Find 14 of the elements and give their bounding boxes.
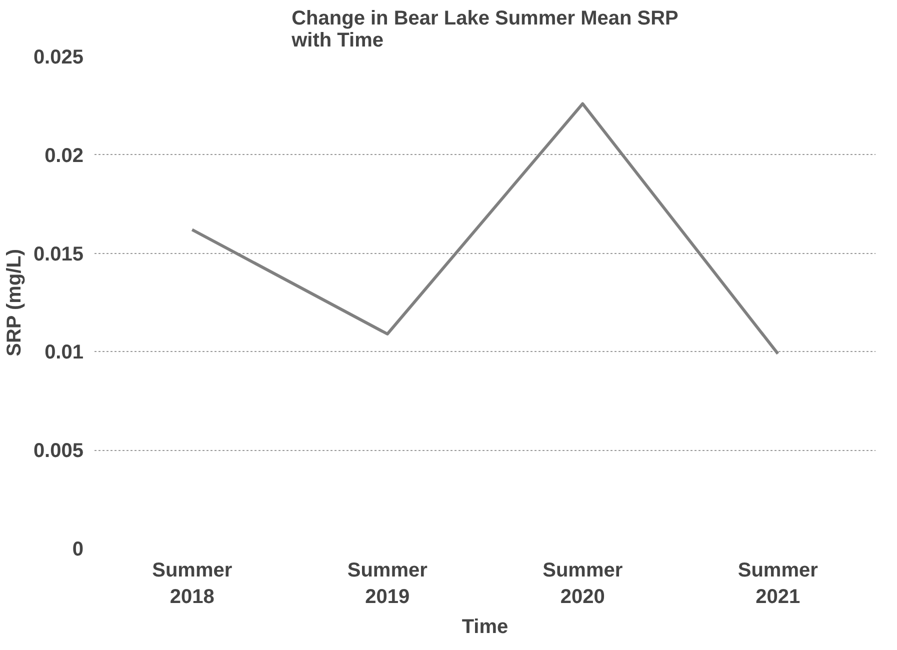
x-axis-title: Time bbox=[462, 616, 508, 638]
x-tick-label: Summer 2019 bbox=[347, 560, 428, 608]
x-tick-label: Summer 2018 bbox=[152, 560, 232, 608]
x-tick-label: Summer 2020 bbox=[542, 560, 623, 608]
line-series bbox=[190, 102, 780, 356]
chart-title: Change in Bear Lake Summer Mean SRP with Time bbox=[290, 8, 678, 52]
y-tick-label: 0.02 bbox=[44, 144, 84, 167]
x-tick-label: Summer 2021 bbox=[738, 560, 818, 608]
y-tick-label: 0.005 bbox=[33, 440, 84, 462]
y-tick-label: 0.01 bbox=[44, 342, 84, 364]
y-axis-title: SRP (mg/L) bbox=[3, 248, 26, 356]
y-tick-label: 0.015 bbox=[33, 243, 84, 266]
y-tick-label: 0.025 bbox=[33, 46, 84, 68]
y-tick-label: 0 bbox=[72, 538, 84, 560]
